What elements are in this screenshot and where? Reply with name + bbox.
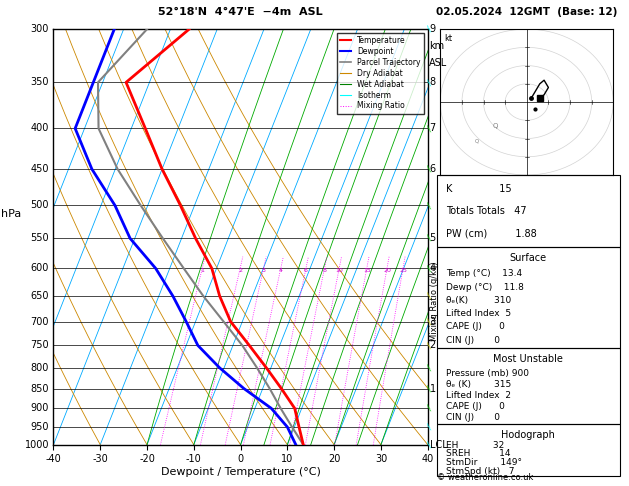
Text: 8: 8 bbox=[430, 77, 436, 87]
Text: SREH          14: SREH 14 bbox=[447, 449, 511, 458]
Text: /: / bbox=[425, 25, 434, 34]
Text: kt: kt bbox=[443, 34, 452, 43]
Text: θₑ (K)        315: θₑ (K) 315 bbox=[447, 380, 511, 389]
Legend: Temperature, Dewpoint, Parcel Trajectory, Dry Adiabat, Wet Adiabat, Isotherm, Mi: Temperature, Dewpoint, Parcel Trajectory… bbox=[337, 33, 424, 114]
Text: Lifted Index  5: Lifted Index 5 bbox=[447, 309, 511, 318]
Text: 300: 300 bbox=[31, 24, 49, 34]
Text: 4: 4 bbox=[430, 263, 436, 274]
Text: /: / bbox=[425, 423, 434, 431]
Text: 2: 2 bbox=[238, 268, 242, 274]
Text: /: / bbox=[425, 124, 434, 133]
Text: 20: 20 bbox=[383, 268, 391, 274]
Text: 25: 25 bbox=[399, 268, 407, 274]
Text: 7: 7 bbox=[430, 123, 436, 134]
Bar bbox=[437, 348, 620, 424]
Text: 900: 900 bbox=[31, 403, 49, 413]
Text: /: / bbox=[425, 341, 434, 349]
Text: /: / bbox=[425, 165, 434, 174]
Text: 450: 450 bbox=[30, 164, 49, 174]
Text: 1: 1 bbox=[200, 268, 204, 274]
Text: km: km bbox=[429, 41, 444, 51]
Text: hPa: hPa bbox=[1, 209, 21, 219]
Text: Totals Totals   47: Totals Totals 47 bbox=[447, 206, 527, 216]
Text: /: / bbox=[425, 234, 434, 243]
Text: 6: 6 bbox=[430, 164, 436, 174]
Text: Temp (°C)    13.4: Temp (°C) 13.4 bbox=[447, 269, 523, 278]
Bar bbox=[437, 424, 620, 476]
Text: 950: 950 bbox=[30, 422, 49, 432]
Text: Lifted Index  2: Lifted Index 2 bbox=[447, 391, 511, 400]
Bar bbox=[437, 175, 620, 247]
Text: 1000: 1000 bbox=[25, 440, 49, 450]
Text: 850: 850 bbox=[30, 383, 49, 394]
Text: ASL: ASL bbox=[429, 58, 447, 69]
Text: /: / bbox=[425, 440, 434, 449]
Text: StmSpd (kt)   7: StmSpd (kt) 7 bbox=[447, 467, 515, 476]
Text: StmDir        149°: StmDir 149° bbox=[447, 458, 522, 467]
Text: CAPE (J)      0: CAPE (J) 0 bbox=[447, 322, 505, 331]
Text: © weatheronline.co.uk: © weatheronline.co.uk bbox=[437, 473, 533, 482]
Text: Surface: Surface bbox=[509, 253, 547, 263]
Text: 10: 10 bbox=[335, 268, 343, 274]
Text: EH            32: EH 32 bbox=[447, 441, 504, 450]
Text: Pressure (mb) 900: Pressure (mb) 900 bbox=[447, 369, 529, 378]
Text: 6: 6 bbox=[304, 268, 308, 274]
Text: /: / bbox=[425, 78, 434, 87]
Text: /: / bbox=[425, 317, 434, 326]
Text: Dewp (°C)    11.8: Dewp (°C) 11.8 bbox=[447, 282, 524, 292]
Text: CIN (J)       0: CIN (J) 0 bbox=[447, 336, 500, 345]
Text: 350: 350 bbox=[30, 77, 49, 87]
Text: 650: 650 bbox=[30, 291, 49, 301]
Text: Q: Q bbox=[475, 138, 479, 143]
Bar bbox=[437, 247, 620, 348]
Text: CIN (J)       0: CIN (J) 0 bbox=[447, 413, 500, 421]
Text: 1: 1 bbox=[430, 383, 436, 394]
Text: /: / bbox=[425, 384, 434, 393]
Text: 700: 700 bbox=[30, 316, 49, 327]
Text: 5: 5 bbox=[430, 233, 436, 243]
Text: CAPE (J)      0: CAPE (J) 0 bbox=[447, 402, 505, 411]
Text: 3: 3 bbox=[262, 268, 265, 274]
X-axis label: Dewpoint / Temperature (°C): Dewpoint / Temperature (°C) bbox=[160, 467, 321, 477]
Text: K               15: K 15 bbox=[447, 184, 512, 193]
Text: Mixing Ratio (g/kg): Mixing Ratio (g/kg) bbox=[430, 261, 439, 341]
Text: /: / bbox=[425, 292, 434, 300]
Text: LCL: LCL bbox=[430, 440, 447, 450]
Text: 600: 600 bbox=[31, 263, 49, 274]
Text: Most Unstable: Most Unstable bbox=[493, 354, 564, 364]
Text: 500: 500 bbox=[30, 200, 49, 210]
Text: 750: 750 bbox=[30, 340, 49, 350]
Text: 2: 2 bbox=[430, 340, 436, 350]
Text: 400: 400 bbox=[31, 123, 49, 134]
Text: 9: 9 bbox=[430, 24, 436, 34]
Text: PW (cm)         1.88: PW (cm) 1.88 bbox=[447, 229, 537, 239]
Text: /: / bbox=[425, 404, 434, 413]
Text: Q: Q bbox=[492, 122, 498, 129]
Text: /: / bbox=[425, 264, 434, 273]
Text: /: / bbox=[425, 364, 434, 372]
Text: Hodograph: Hodograph bbox=[501, 430, 555, 439]
Text: 4: 4 bbox=[279, 268, 283, 274]
Text: 15: 15 bbox=[363, 268, 370, 274]
Text: 02.05.2024  12GMT  (Base: 12): 02.05.2024 12GMT (Base: 12) bbox=[436, 7, 618, 17]
Text: 550: 550 bbox=[30, 233, 49, 243]
Text: θₑ(K)         310: θₑ(K) 310 bbox=[447, 296, 511, 305]
Text: 8: 8 bbox=[323, 268, 326, 274]
Text: 52°18'N  4°47'E  −4m  ASL: 52°18'N 4°47'E −4m ASL bbox=[159, 7, 323, 17]
Text: 800: 800 bbox=[31, 363, 49, 373]
Text: /: / bbox=[425, 201, 434, 209]
Text: 3: 3 bbox=[430, 316, 436, 327]
